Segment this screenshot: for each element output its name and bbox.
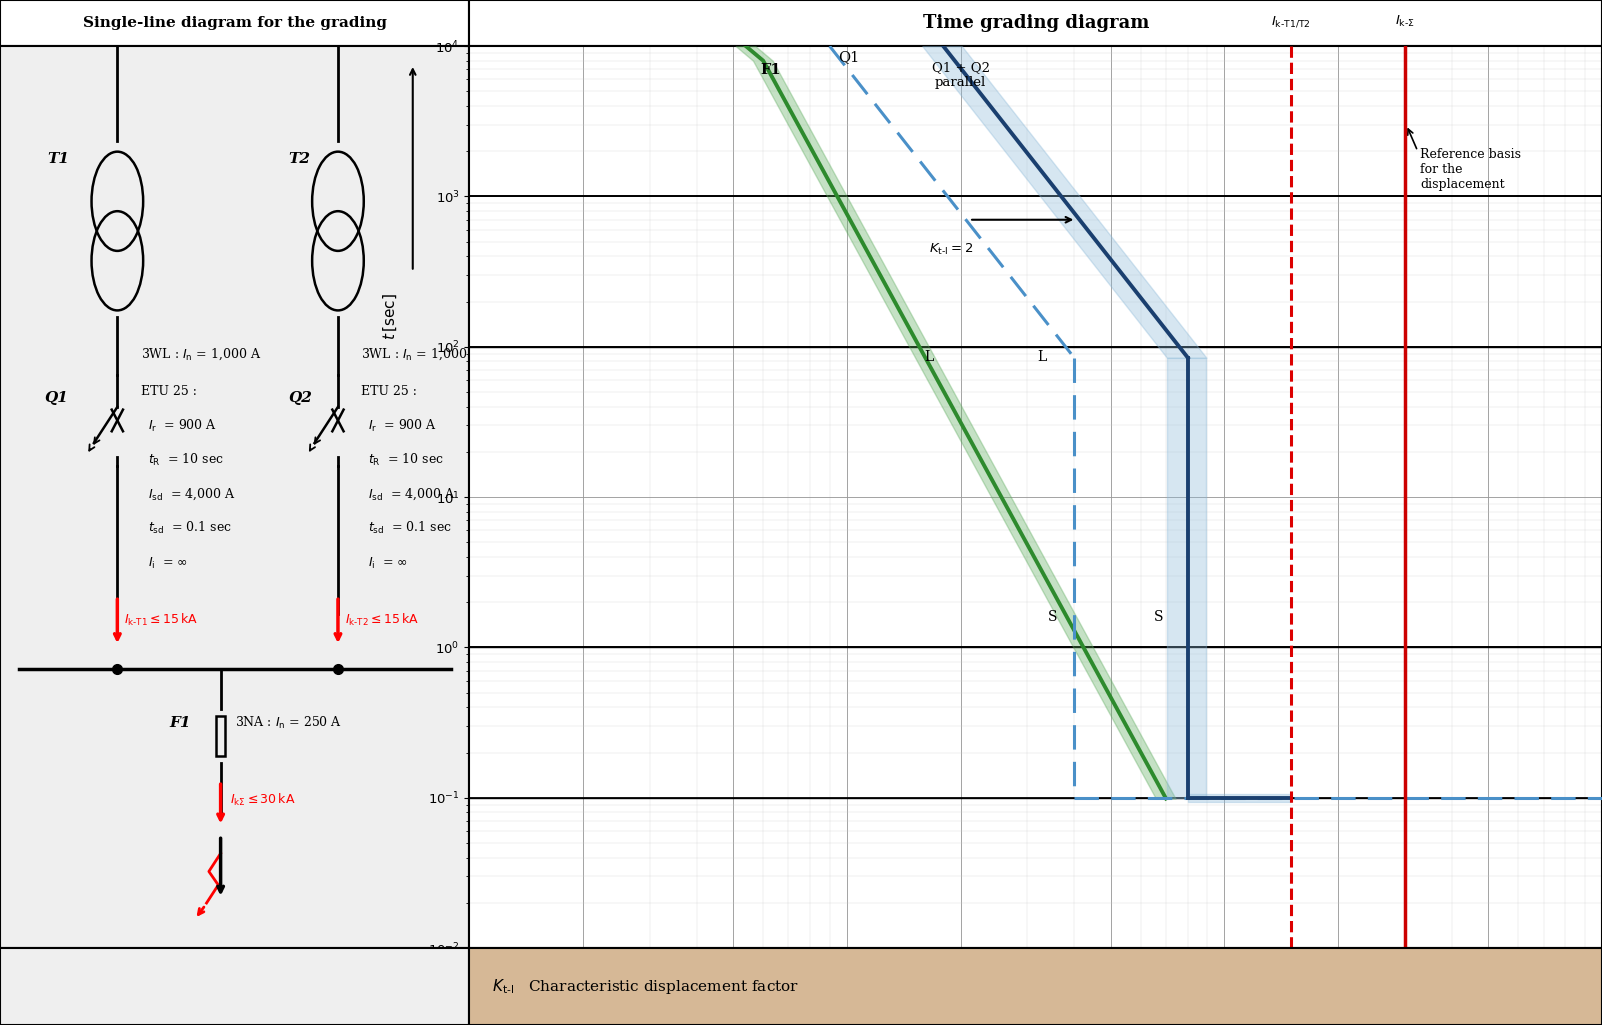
Text: F1: F1 [168, 716, 191, 730]
Text: Time grading diagram: Time grading diagram [923, 14, 1149, 32]
Text: $I_{\rm r}$  = 900 A: $I_{\rm r}$ = 900 A [147, 417, 216, 434]
Text: L: L [924, 351, 934, 364]
Text: Q1: Q1 [838, 49, 860, 64]
Text: $t\,[\mathrm{sec}]$: $t\,[\mathrm{sec}]$ [381, 293, 399, 340]
Text: T2: T2 [288, 153, 311, 166]
Text: $I_{\rm k\text{-}T1} \leq 15\,{\rm kA}$: $I_{\rm k\text{-}T1} \leq 15\,{\rm kA}$ [125, 611, 199, 627]
Text: $t_{\rm sd}$  = 0.1 sec: $t_{\rm sd}$ = 0.1 sec [147, 521, 232, 536]
Text: $I_{\rm k\text{-}\Sigma}$: $I_{\rm k\text{-}\Sigma}$ [1395, 14, 1415, 29]
Text: 3WL : $I_{\rm n}$ = 1,000 A: 3WL : $I_{\rm n}$ = 1,000 A [141, 346, 261, 362]
Text: 3WL : $I_{\rm n}$ = 1,000 A: 3WL : $I_{\rm n}$ = 1,000 A [362, 346, 482, 362]
Text: S: S [1048, 610, 1057, 624]
Text: Single-line diagram for the grading: Single-line diagram for the grading [83, 16, 386, 30]
Text: F1: F1 [761, 64, 782, 77]
Text: $I_{\rm sd}$  = 4,000 A: $I_{\rm sd}$ = 4,000 A [368, 487, 457, 502]
Text: $t_{\rm R}$  = 10 sec: $t_{\rm R}$ = 10 sec [368, 452, 444, 467]
Text: Q2: Q2 [288, 392, 312, 406]
X-axis label: $I\,[\mathrm{A}]\ \longrightarrow$: $I\,[\mathrm{A}]\ \longrightarrow$ [1006, 977, 1065, 994]
Text: Reference basis
for the
displacement: Reference basis for the displacement [1421, 149, 1522, 192]
Text: ETU 25 :: ETU 25 : [362, 385, 417, 398]
Text: $I_{\rm sd}$  = 4,000 A: $I_{\rm sd}$ = 4,000 A [147, 487, 235, 502]
Text: $K_{\rm t\text{-}I}$   Characteristic displacement factor: $K_{\rm t\text{-}I}$ Characteristic disp… [492, 977, 799, 996]
Text: Q1 + Q2
parallel: Q1 + Q2 parallel [932, 60, 990, 89]
Bar [216, 715, 226, 756]
Text: L: L [1038, 351, 1046, 364]
Text: $I_{\rm i}$  = $\infty$: $I_{\rm i}$ = $\infty$ [147, 556, 187, 571]
Text: ETU 25 :: ETU 25 : [141, 385, 197, 398]
Text: Q1: Q1 [45, 392, 69, 406]
Text: $t_{\rm sd}$  = 0.1 sec: $t_{\rm sd}$ = 0.1 sec [368, 521, 452, 536]
Text: $t_{\rm R}$  = 10 sec: $t_{\rm R}$ = 10 sec [147, 452, 224, 467]
Text: S: S [1153, 610, 1163, 624]
Text: $I_{\rm k\text{-}T1/T2}$: $I_{\rm k\text{-}T1/T2}$ [1270, 14, 1310, 29]
Text: $I_{\rm k\text{-}T2} \leq 15\,{\rm kA}$: $I_{\rm k\text{-}T2} \leq 15\,{\rm kA}$ [344, 611, 420, 627]
Text: $I_{\rm i}$  = $\infty$: $I_{\rm i}$ = $\infty$ [368, 556, 409, 571]
Text: T1: T1 [46, 153, 69, 166]
Text: $I_{{\rm k}\Sigma} \leq 30\,{\rm kA}$: $I_{{\rm k}\Sigma} \leq 30\,{\rm kA}$ [231, 791, 296, 808]
Text: 3NA : $I_{\rm n}$ = 250 A: 3NA : $I_{\rm n}$ = 250 A [235, 715, 341, 731]
Text: $K_{\rm t\text{-}I} = 2$: $K_{\rm t\text{-}I} = 2$ [929, 242, 974, 257]
Text: $I_{\rm r}$  = 900 A: $I_{\rm r}$ = 900 A [368, 417, 437, 434]
